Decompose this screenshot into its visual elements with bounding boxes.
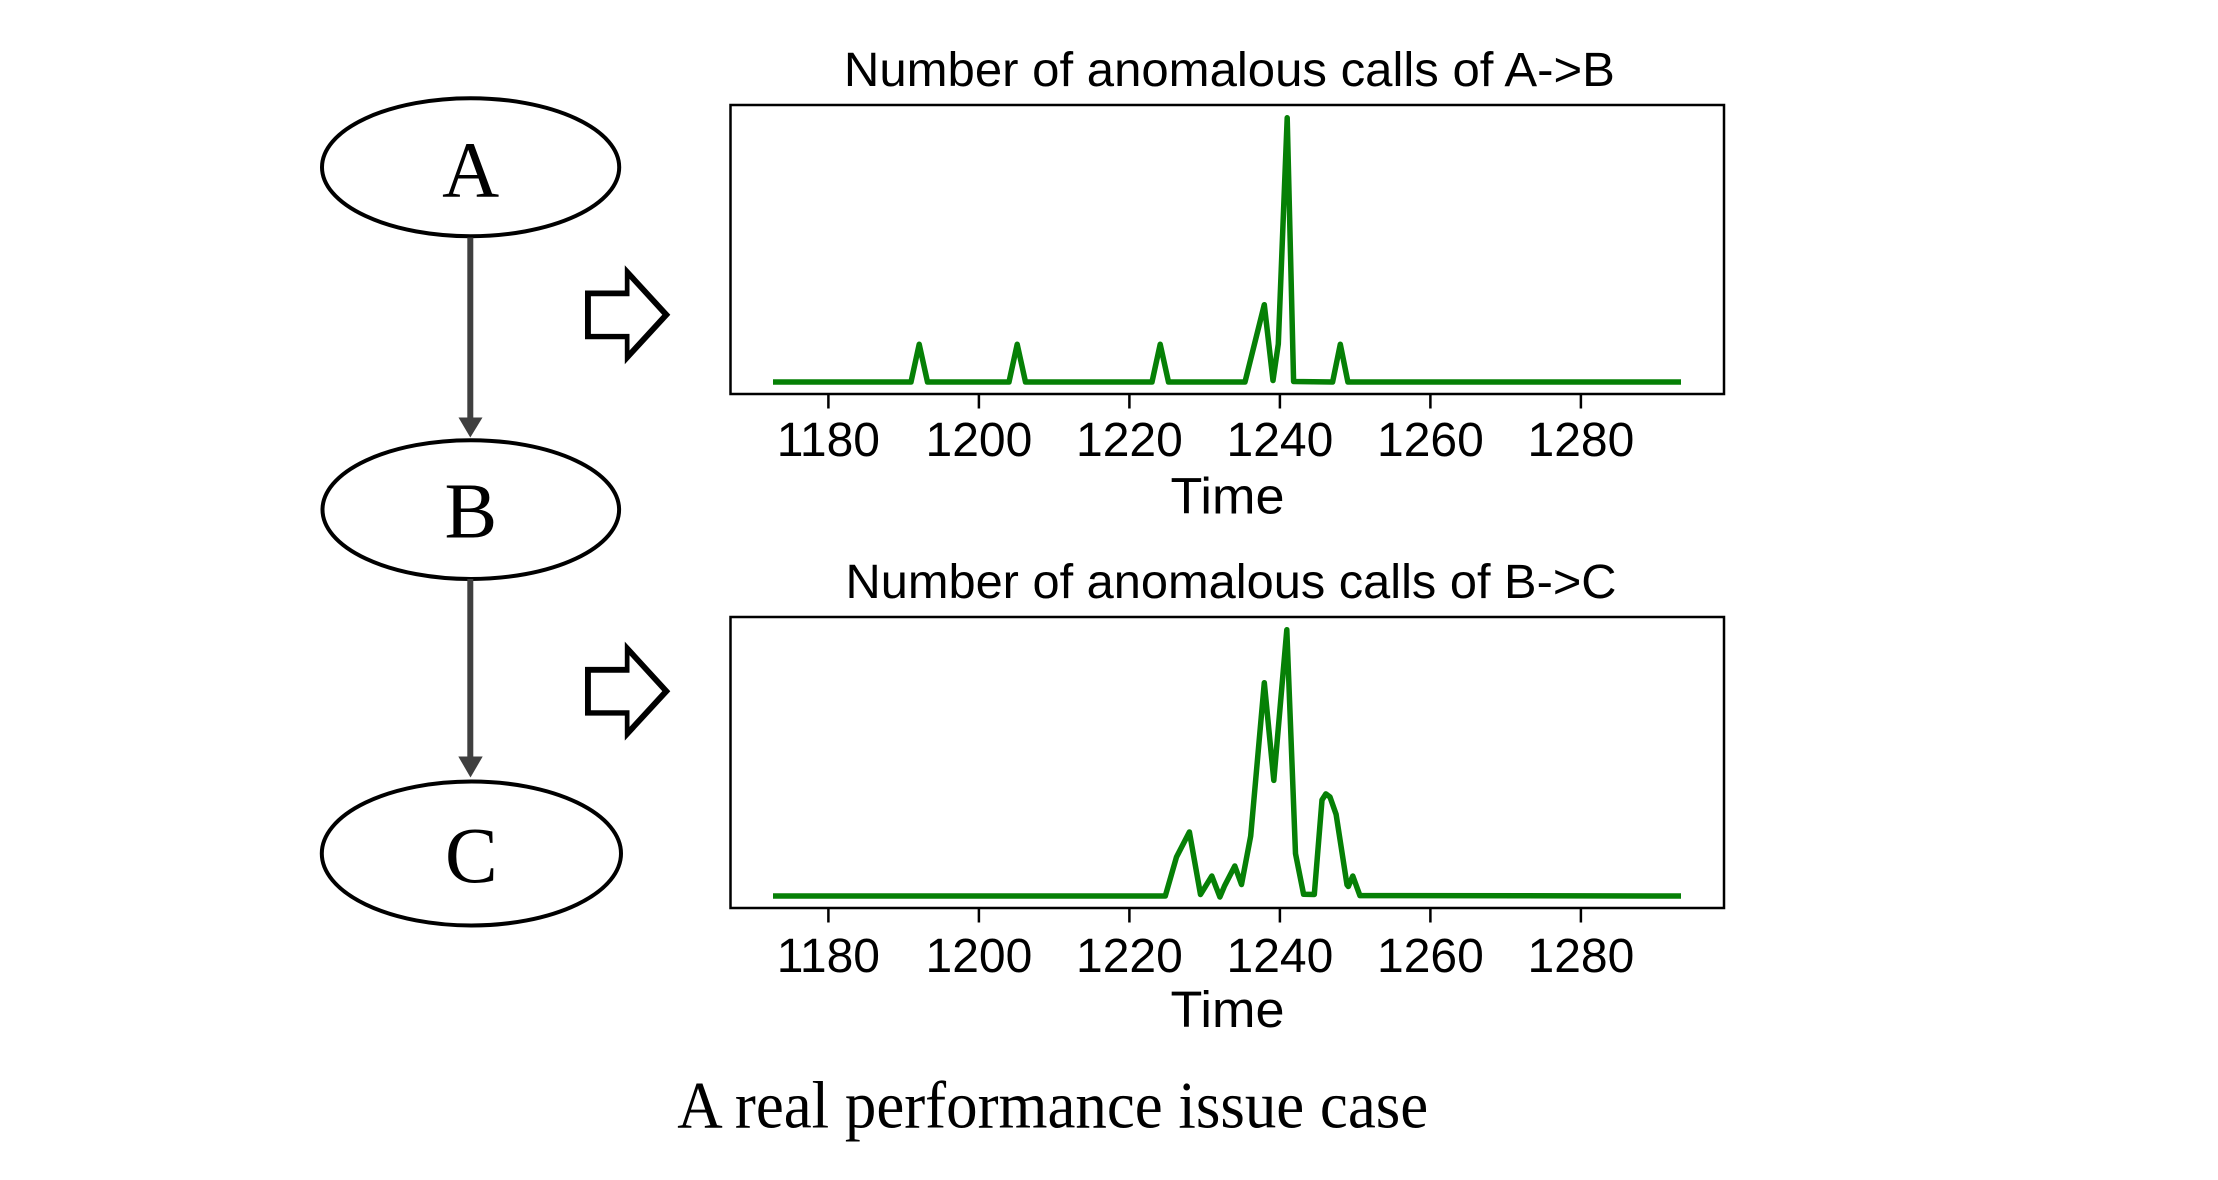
svg-text:Number of anomalous calls of A: Number of anomalous calls of A->B xyxy=(844,44,1615,97)
svg-text:1240: 1240 xyxy=(1227,414,1334,467)
svg-text:1200: 1200 xyxy=(926,414,1033,467)
svg-text:1180: 1180 xyxy=(777,414,880,467)
svg-text:1200: 1200 xyxy=(926,930,1033,983)
svg-text:B: B xyxy=(444,468,497,555)
svg-text:1220: 1220 xyxy=(1076,414,1183,467)
svg-text:1220: 1220 xyxy=(1076,930,1183,983)
svg-text:Time: Time xyxy=(1171,981,1285,1038)
svg-text:1260: 1260 xyxy=(1377,414,1484,467)
svg-text:1280: 1280 xyxy=(1528,930,1635,983)
svg-text:A: A xyxy=(442,128,499,215)
svg-text:Time: Time xyxy=(1171,467,1285,524)
svg-text:1280: 1280 xyxy=(1528,414,1635,467)
svg-text:1240: 1240 xyxy=(1227,930,1334,983)
svg-text:Number of anomalous calls of B: Number of anomalous calls of B->C xyxy=(846,556,1617,609)
svg-text:1180: 1180 xyxy=(777,930,880,983)
svg-text:1260: 1260 xyxy=(1377,930,1484,983)
svg-text:C: C xyxy=(445,813,498,900)
svg-text:A real performance issue case: A real performance issue case xyxy=(677,1069,1428,1143)
